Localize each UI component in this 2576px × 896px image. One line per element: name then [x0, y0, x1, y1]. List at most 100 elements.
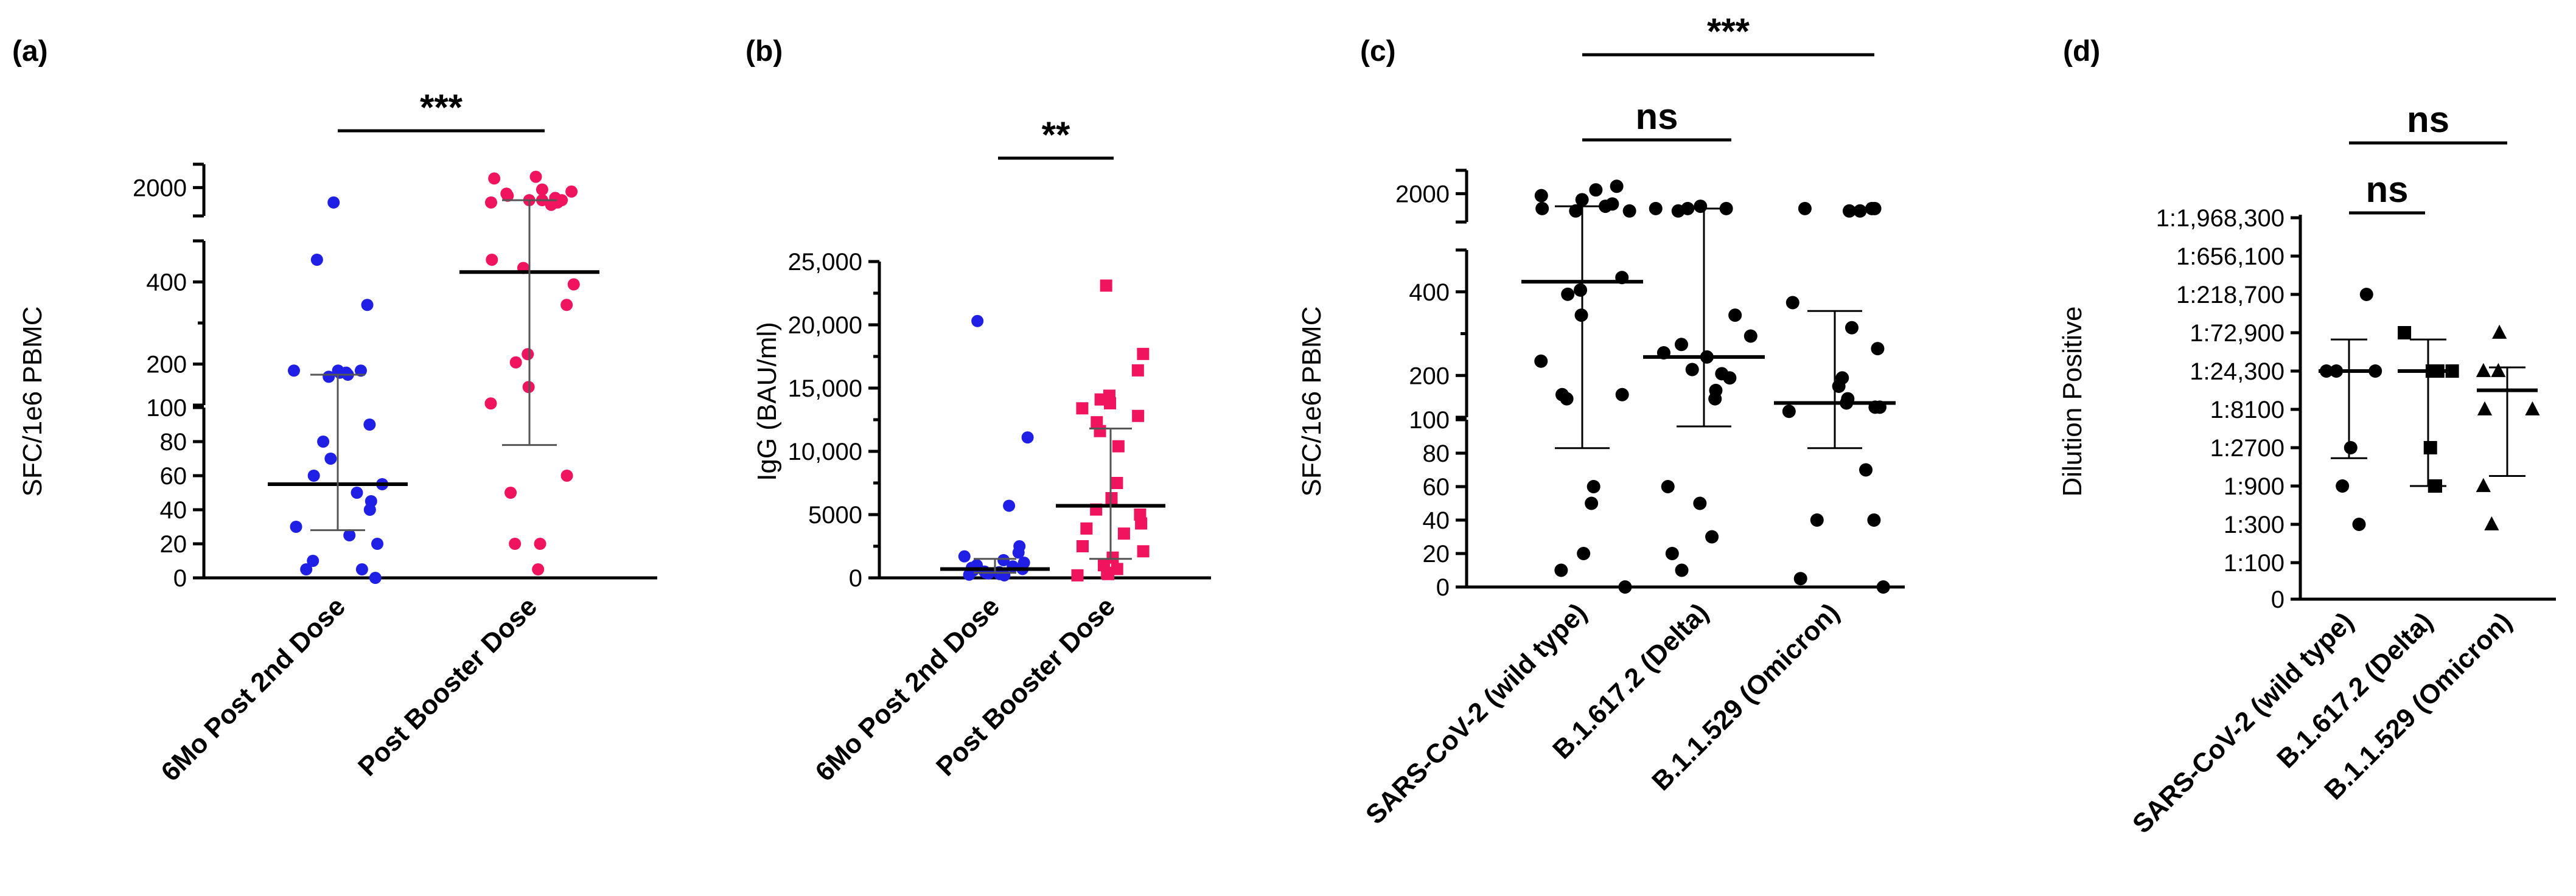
data-point	[1569, 204, 1583, 218]
y-axis-label: SFC/1e6 PBMC	[18, 307, 47, 497]
data-point	[1744, 329, 1757, 343]
data-point	[529, 170, 542, 183]
data-point	[1575, 193, 1589, 207]
y-tick-label: 1:72,900	[2190, 320, 2285, 347]
data-point	[343, 529, 356, 541]
data-point	[361, 299, 374, 311]
data-point	[1535, 201, 1549, 215]
y-tick-label: 1:300	[2224, 512, 2285, 538]
y-tick-label: 400	[146, 269, 187, 296]
data-point	[1853, 204, 1867, 218]
data-point	[307, 470, 320, 482]
data-point	[2476, 363, 2491, 377]
y-tick-label: 0	[2271, 586, 2285, 613]
data-point	[1671, 204, 1685, 218]
data-point	[1876, 580, 1890, 594]
y-tick-label: 1:2700	[2210, 435, 2285, 462]
data-point	[1859, 463, 1873, 477]
data-point	[1076, 402, 1089, 415]
data-point	[1117, 527, 1130, 540]
data-point	[2336, 479, 2350, 493]
data-point	[351, 487, 363, 499]
data-point	[1589, 183, 1603, 197]
data-point	[1708, 392, 1722, 406]
data-point	[1665, 547, 1679, 560]
y-tick-label: 1:8100	[2210, 397, 2285, 423]
data-point	[1135, 517, 1148, 530]
panel-label: (d)	[2063, 35, 2100, 68]
data-point	[1782, 405, 1796, 418]
data-point	[1871, 342, 1885, 356]
y-tick-label: 15,000	[788, 375, 862, 402]
data-point	[1842, 204, 1856, 218]
data-point	[2476, 478, 2491, 492]
data-point	[354, 364, 367, 377]
data-point	[532, 563, 545, 575]
data-point	[484, 196, 497, 209]
significance-label: ns	[2407, 99, 2449, 140]
data-point	[1131, 364, 1144, 377]
y-tick-label: 1:100	[2224, 550, 2285, 577]
data-point	[1137, 545, 1150, 558]
data-point	[1094, 393, 1107, 406]
y-tick-label: 400	[1409, 279, 1450, 306]
y-axis-label: IgG (BAU/ml)	[752, 322, 782, 481]
data-point	[1867, 513, 1881, 527]
panel-label: (a)	[12, 35, 48, 68]
data-point	[2359, 288, 2373, 301]
data-point	[1868, 201, 1882, 215]
data-point	[1705, 530, 1719, 544]
data-point	[1137, 347, 1150, 360]
data-point	[534, 538, 546, 550]
data-point	[1554, 563, 1568, 577]
y-tick-label: 40	[1423, 507, 1450, 534]
data-point	[1728, 308, 1742, 322]
data-point	[509, 356, 522, 369]
data-point	[1675, 563, 1689, 577]
data-point	[1674, 338, 1688, 352]
data-point	[1102, 568, 1115, 580]
data-point	[2352, 518, 2366, 531]
data-point	[323, 370, 335, 383]
data-point	[363, 504, 376, 516]
data-point	[1104, 397, 1117, 409]
category-label-6mo-post-2nd-dose: 6Mo Post 2nd Dose	[155, 591, 351, 787]
y-tick-label: 0	[849, 565, 862, 592]
y-tick-label: 1:24,300	[2190, 358, 2285, 385]
data-point	[1693, 496, 1707, 510]
data-point	[504, 487, 517, 499]
data-point	[1810, 513, 1824, 527]
data-point	[486, 254, 498, 266]
data-point	[565, 185, 578, 198]
data-point	[287, 364, 300, 377]
data-point	[1785, 296, 1799, 310]
data-point	[2525, 401, 2540, 415]
significance-label: ns	[2365, 169, 2408, 210]
y-tick-label: 80	[1423, 440, 1450, 467]
data-point	[2423, 441, 2437, 454]
y-tick-label: 80	[160, 429, 187, 456]
data-point	[317, 436, 330, 448]
data-point	[1723, 371, 1737, 385]
y-tick-label: 2000	[1395, 181, 1450, 207]
data-point	[2344, 441, 2358, 454]
y-tick-label: 25,000	[788, 249, 862, 276]
y-tick-label: 2000	[133, 175, 187, 201]
y-tick-label: 20,000	[788, 312, 862, 339]
data-point	[1561, 287, 1575, 301]
y-tick-label: 200	[146, 352, 187, 378]
data-point	[307, 555, 319, 567]
data-point	[1534, 189, 1548, 203]
data-point	[1586, 480, 1600, 493]
data-point	[1793, 572, 1807, 586]
data-point	[371, 538, 384, 550]
data-point	[2492, 324, 2507, 339]
data-point	[1610, 179, 1624, 193]
y-tick-label: 10,000	[788, 439, 862, 465]
y-tick-label: 0	[1436, 574, 1450, 601]
data-point	[1534, 354, 1548, 368]
category-label-6mo-post-2nd-dose: 6Mo Post 2nd Dose	[809, 591, 1005, 787]
data-point	[1112, 440, 1125, 453]
data-point	[2398, 326, 2412, 339]
y-tick-label: 5000	[808, 502, 862, 529]
